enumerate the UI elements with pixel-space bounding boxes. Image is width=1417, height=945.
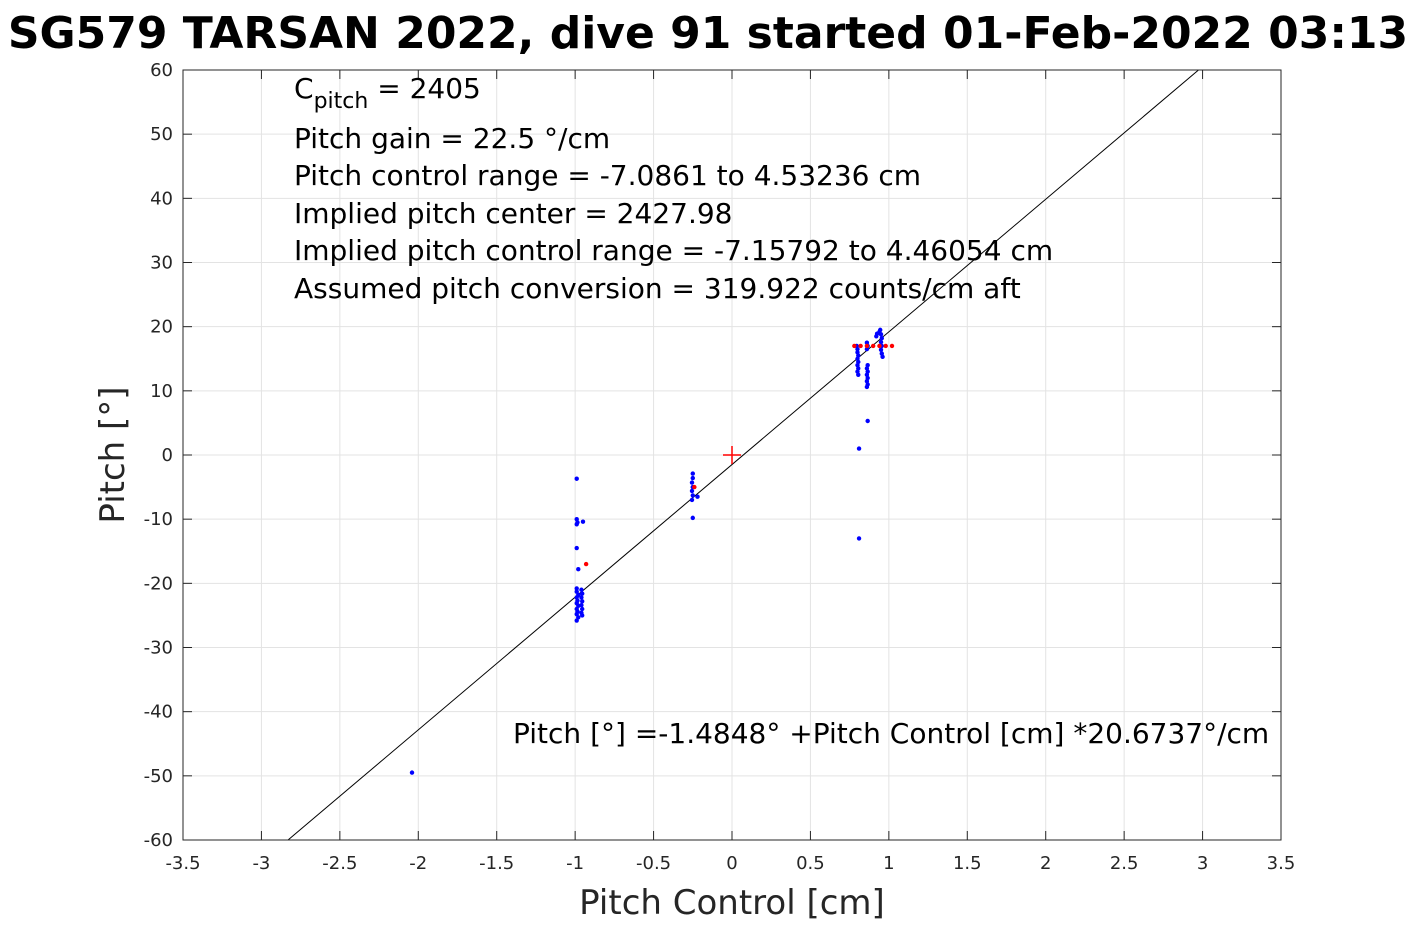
y-tick-label: -60 bbox=[144, 830, 173, 851]
pitch-gain-annotation: Pitch gain = 22.5 °/cm bbox=[294, 122, 610, 155]
data-point-blue bbox=[695, 494, 700, 499]
fit-equation-annotation: Pitch [°] =-1.4848° +Pitch Control [cm] … bbox=[513, 717, 1269, 750]
data-point-red bbox=[889, 343, 895, 349]
data-point-blue bbox=[690, 493, 695, 498]
data-point-blue bbox=[879, 336, 884, 341]
data-point-red bbox=[583, 561, 589, 567]
data-point-blue bbox=[689, 497, 695, 503]
x-tick-label: -1.5 bbox=[479, 853, 514, 874]
y-tick-label: 0 bbox=[162, 445, 173, 466]
data-point-blue bbox=[576, 567, 581, 572]
x-tick-label: 3 bbox=[1197, 853, 1208, 874]
data-point-blue bbox=[574, 618, 579, 623]
x-tick-label: 1.5 bbox=[953, 853, 982, 874]
data-point-blue bbox=[878, 332, 884, 337]
data-point-blue bbox=[580, 606, 585, 612]
data-point-blue bbox=[865, 418, 870, 424]
data-point-red bbox=[870, 343, 876, 349]
center-marker-layer bbox=[723, 446, 741, 464]
data-point-blue bbox=[574, 586, 579, 591]
data-point-blue bbox=[878, 327, 883, 333]
data-point-red bbox=[852, 343, 857, 349]
data-point-blue bbox=[574, 545, 579, 551]
x-tick-label: -0.5 bbox=[636, 853, 671, 874]
x-tick-label: 3.5 bbox=[1267, 853, 1296, 874]
y-tick-label: 30 bbox=[150, 253, 173, 274]
implied-pitch-center-annotation: Implied pitch center = 2427.98 bbox=[294, 197, 732, 230]
y-tick-label: 10 bbox=[150, 381, 173, 402]
fit-line bbox=[287, 69, 1199, 841]
data-point-blue bbox=[574, 476, 579, 481]
y-tick-label: -40 bbox=[144, 702, 173, 723]
data-point-blue bbox=[690, 471, 695, 476]
y-axis-ticks: -60 -50 -40 -30 -20 -10 0 10 20 30 40 50 60 bbox=[144, 60, 1281, 851]
x-tick-label: -3.5 bbox=[165, 853, 200, 874]
x-tick-label: -2.5 bbox=[322, 853, 357, 874]
y-tick-label: 50 bbox=[150, 124, 173, 145]
data-point-blue bbox=[690, 515, 695, 521]
data-point-blue bbox=[580, 613, 585, 618]
data-point-blue bbox=[574, 522, 579, 527]
data-point-blue bbox=[579, 595, 584, 600]
y-tick-label: -30 bbox=[144, 638, 173, 659]
c-pitch-subscript: pitch bbox=[314, 89, 369, 114]
x-tick-label: -3 bbox=[252, 853, 270, 874]
data-point-red bbox=[864, 343, 870, 349]
implied-pitch-range-annotation: Implied pitch control range = -7.15792 t… bbox=[294, 234, 1053, 267]
c-pitch-symbol: C bbox=[294, 72, 314, 105]
y-tick-label: -20 bbox=[144, 573, 173, 594]
x-axis-ticks: -3.5 -3 -2.5 -2 -1.5 -1 -0.5 0 0.5 1 1.5 2 2.5 3 3.5 bbox=[165, 70, 1295, 874]
fit-line-layer bbox=[287, 69, 1199, 841]
c-pitch-annotation: Cpitch = 2405 bbox=[294, 72, 481, 114]
data-point-blue bbox=[878, 347, 884, 352]
x-axis-label: Pitch Control [cm] bbox=[579, 883, 885, 923]
x-tick-label: 1 bbox=[883, 853, 894, 874]
data-point-blue bbox=[580, 591, 585, 596]
y-tick-label: -10 bbox=[144, 509, 173, 530]
y-tick-label: 40 bbox=[150, 188, 173, 209]
data-point-blue bbox=[689, 488, 695, 494]
data-point-blue bbox=[856, 446, 862, 451]
y-tick-label: 20 bbox=[150, 317, 173, 338]
data-point-blue bbox=[580, 519, 586, 524]
data-point-blue bbox=[580, 599, 585, 604]
data-point-red bbox=[883, 343, 888, 349]
x-tick-label: 0 bbox=[726, 853, 737, 874]
y-tick-label: -50 bbox=[144, 766, 173, 787]
pitch-control-range-annotation: Pitch control range = -7.0861 to 4.53236… bbox=[294, 159, 921, 192]
x-tick-label: 0.5 bbox=[796, 853, 825, 874]
pitch-conversion-annotation: Assumed pitch conversion = 319.922 count… bbox=[294, 272, 1021, 305]
data-point-blue bbox=[856, 536, 862, 541]
data-point-blue bbox=[864, 384, 870, 390]
data-point-blue bbox=[864, 346, 870, 352]
center-marker bbox=[723, 446, 741, 464]
data-point-blue bbox=[878, 339, 884, 345]
data-point-blue bbox=[690, 475, 695, 481]
data-point-blue bbox=[880, 354, 885, 360]
data-point-blue bbox=[579, 602, 584, 608]
data-point-red bbox=[877, 343, 882, 349]
y-tick-label: 60 bbox=[150, 60, 173, 81]
data-point-blue bbox=[409, 770, 415, 775]
c-pitch-value: = 2405 bbox=[368, 72, 481, 105]
data-point-blue bbox=[689, 480, 695, 485]
annotation-block: Cpitch = 2405 Pitch gain = 22.5 °/cm Pit… bbox=[294, 72, 1269, 750]
y-axis-label: Pitch [°] bbox=[93, 386, 133, 523]
x-tick-label: 2 bbox=[1040, 853, 1051, 874]
data-points-layer bbox=[409, 327, 895, 775]
data-point-blue bbox=[856, 372, 861, 377]
data-point-red bbox=[858, 343, 863, 349]
data-point-blue bbox=[579, 587, 584, 592]
data-point-blue bbox=[855, 346, 860, 352]
chart-title: SG579 TARSAN 2022, dive 91 started 01-Fe… bbox=[8, 8, 1408, 59]
data-point-red bbox=[692, 484, 697, 490]
x-tick-label: 2.5 bbox=[1110, 853, 1139, 874]
x-tick-label: -2 bbox=[409, 853, 427, 874]
x-tick-label: -1 bbox=[566, 853, 584, 874]
